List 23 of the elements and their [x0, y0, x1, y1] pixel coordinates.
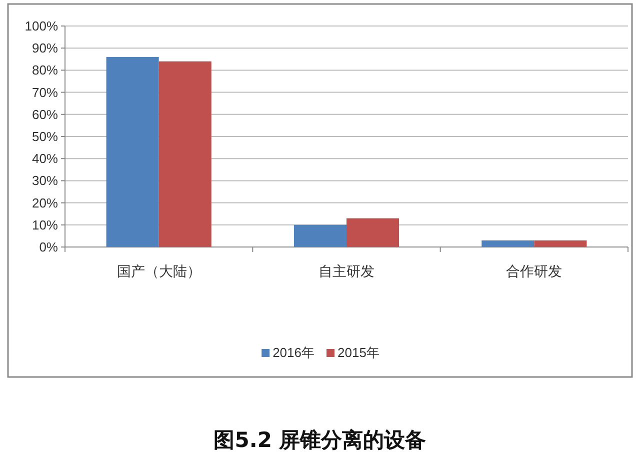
y-tick-label: 70%	[32, 84, 58, 100]
y-tick-label: 0%	[39, 240, 58, 254]
bar	[482, 240, 534, 247]
bar	[346, 218, 400, 247]
bar	[106, 56, 159, 247]
y-tick-label: 50%	[32, 129, 58, 144]
y-tick-label: 100%	[24, 18, 58, 34]
bar	[158, 61, 212, 247]
y-tick-label: 60%	[32, 106, 58, 122]
y-tick-label: 40%	[32, 151, 58, 166]
x-tick-label: 国产（大陆）	[116, 263, 201, 279]
legend-label: 2015年	[338, 345, 380, 360]
bar	[294, 224, 346, 247]
y-tick-label: 90%	[32, 40, 58, 56]
text: 图5.2 屏锥分离的设备	[214, 428, 426, 452]
y-tick-label: 20%	[32, 195, 58, 210]
x-tick-label: 合作研发	[506, 263, 562, 279]
y-tick-label: 10%	[32, 217, 58, 232]
bar	[534, 240, 587, 247]
legend-label: 2016年	[272, 345, 314, 360]
y-tick-label: 30%	[32, 173, 58, 188]
y-tick-label: 80%	[32, 62, 58, 78]
x-tick-label: 自主研发	[318, 263, 374, 279]
